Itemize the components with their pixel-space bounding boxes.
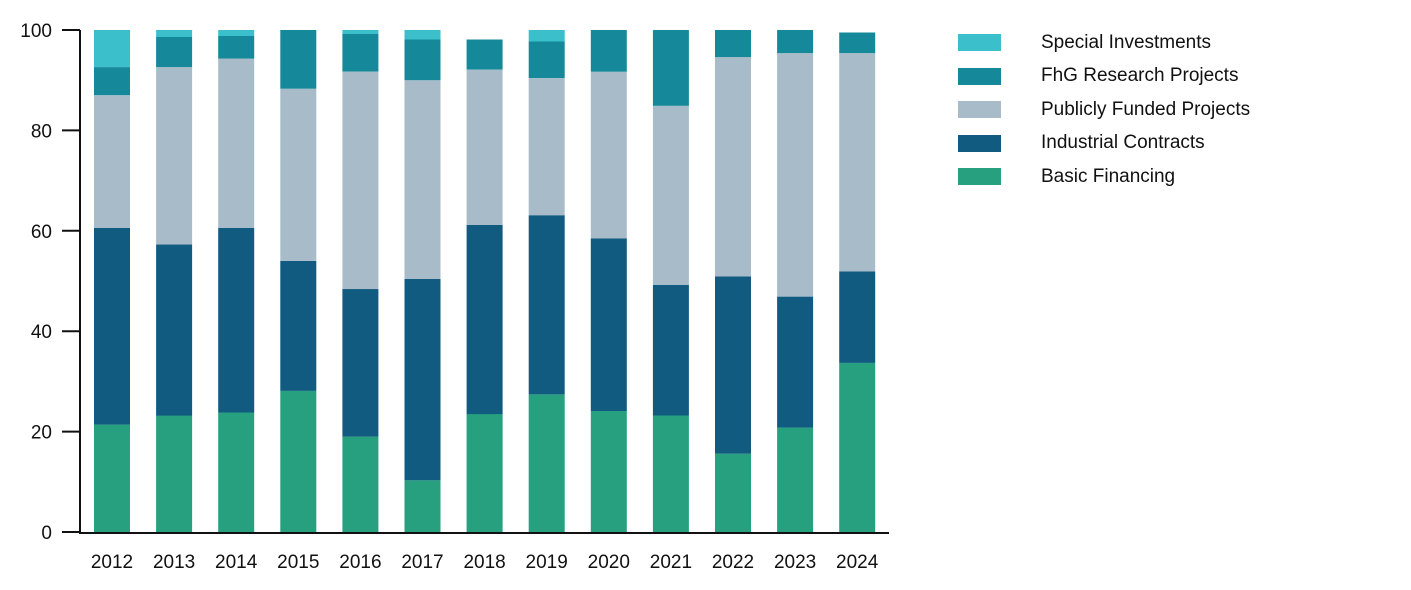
- bar-segment-2015-series-3: [280, 30, 317, 89]
- bar-segment-2017-series-1: [404, 279, 441, 481]
- bar-segment-2014-series-4: [218, 30, 255, 36]
- bar-segment-2021-series-3: [652, 30, 689, 106]
- bar-segment-2013-series-1: [156, 244, 193, 416]
- bar-segment-2014-series-2: [218, 58, 255, 228]
- bar-segment-2015-series-2: [280, 88, 317, 261]
- y-tick-label: 0: [41, 523, 52, 544]
- legend-swatch: [958, 34, 1001, 52]
- bar-segment-2021-series-0: [652, 415, 689, 532]
- legend-swatch: [958, 67, 1001, 85]
- legend-item: Special Investments: [958, 26, 1250, 60]
- bar-segment-2019-series-2: [528, 78, 565, 216]
- legend-item: Publicly Funded Projects: [958, 93, 1250, 127]
- x-tick-label: 2016: [339, 552, 381, 573]
- x-tick-label: 2013: [153, 552, 195, 573]
- bar-segment-2024-series-0: [839, 362, 876, 532]
- bar-segment-2012-series-2: [94, 95, 130, 228]
- bar-segment-2012-series-4: [94, 30, 130, 68]
- bar-segment-2014-series-1: [218, 227, 255, 413]
- legend-item: Industrial Contracts: [958, 127, 1250, 161]
- bar-segment-2020-series-3: [590, 30, 627, 72]
- legend-label: Special Investments: [1041, 31, 1212, 53]
- bar-segment-2018-series-3: [466, 39, 503, 70]
- bar-segment-2016-series-0: [342, 436, 379, 532]
- y-tick-label: 40: [31, 322, 52, 343]
- y-tick-label: 60: [31, 222, 52, 243]
- x-tick-labels: 2012 2013 2014 2015 2016 2017 2018 2019 2020 2021…: [91, 552, 879, 573]
- bar-segment-2012-series-3: [94, 67, 130, 96]
- y-tick-labels: 0 20 40 60 80 100: [20, 21, 80, 544]
- bar-segment-2016-series-4: [342, 30, 379, 34]
- x-tick-label: 2012: [91, 552, 133, 573]
- bar-segment-2022-series-0: [715, 453, 751, 532]
- bar-segment-2019-series-0: [528, 394, 565, 532]
- bar-segment-2024-series-1: [839, 271, 876, 363]
- bar-segment-2019-series-3: [528, 41, 565, 79]
- x-tick-label: 2018: [463, 552, 505, 573]
- bar-segment-2014-series-0: [218, 412, 255, 532]
- bar-segment-2015-series-1: [280, 260, 317, 391]
- y-tick-label: 20: [31, 423, 52, 444]
- legend-label: Basic Financing: [1041, 165, 1176, 187]
- legend-item: FhG Research Projects: [958, 60, 1250, 94]
- x-tick-label: 2019: [526, 552, 568, 573]
- bar-segment-2013-series-4: [156, 30, 193, 37]
- bar-segment-2018-series-2: [466, 69, 503, 225]
- bar-segment-2023-series-1: [777, 296, 814, 428]
- bar-segment-2023-series-0: [777, 427, 814, 532]
- bar-segment-2016-series-1: [342, 289, 379, 437]
- bar-segment-2020-series-2: [590, 71, 627, 239]
- legend-swatch: [958, 168, 1001, 186]
- bar-segment-2023-series-2: [777, 53, 814, 297]
- bars-group: [94, 30, 876, 532]
- bar-segment-2024-series-2: [839, 53, 876, 272]
- x-tick-label: 2021: [650, 552, 692, 573]
- bar-segment-2012-series-0: [94, 424, 130, 532]
- bar-segment-2017-series-3: [404, 39, 441, 81]
- axes-group: [79, 30, 889, 534]
- bar-segment-2022-series-3: [715, 30, 751, 58]
- bar-segment-2022-series-2: [715, 57, 751, 277]
- legend-swatch: [958, 134, 1001, 152]
- x-tick-label: 2024: [836, 552, 879, 573]
- bar-segment-2018-series-1: [466, 224, 503, 415]
- bar-segment-2017-series-2: [404, 80, 441, 279]
- y-tick-label: 100: [20, 21, 52, 42]
- x-tick-label: 2023: [774, 552, 816, 573]
- x-tick-label: 2014: [215, 552, 258, 573]
- x-tick-label: 2017: [401, 552, 443, 573]
- bar-segment-2024-series-3: [839, 32, 876, 54]
- bar-segment-2012-series-1: [94, 227, 130, 425]
- y-tick-label: 80: [31, 121, 52, 142]
- bar-segment-2021-series-1: [652, 285, 689, 416]
- bar-segment-2021-series-2: [652, 105, 689, 285]
- bar-segment-2023-series-3: [777, 30, 814, 54]
- legend-label: Industrial Contracts: [1041, 132, 1205, 154]
- bar-segment-2019-series-1: [528, 215, 565, 395]
- x-tick-label: 2022: [712, 552, 754, 573]
- bar-segment-2013-series-3: [156, 37, 193, 68]
- bar-segment-2022-series-1: [715, 276, 751, 454]
- bar-segment-2019-series-4: [528, 30, 565, 42]
- legend: Special Investments FhG Research Projects…: [958, 26, 1250, 194]
- x-tick-label: 2020: [588, 552, 630, 573]
- bar-segment-2013-series-2: [156, 67, 193, 245]
- bar-segment-2020-series-1: [590, 238, 627, 411]
- bar-segment-2018-series-0: [466, 414, 503, 532]
- legend-label: FhG Research Projects: [1041, 65, 1239, 87]
- bar-segment-2016-series-2: [342, 71, 379, 290]
- bar-segment-2015-series-0: [280, 390, 317, 532]
- bar-segment-2017-series-4: [404, 30, 441, 40]
- bar-segment-2017-series-0: [404, 480, 441, 532]
- bar-segment-2014-series-3: [218, 36, 255, 59]
- legend-swatch: [958, 101, 1001, 119]
- legend-item: Basic Financing: [958, 160, 1250, 194]
- bar-segment-2016-series-3: [342, 34, 379, 72]
- legend-label: Publicly Funded Projects: [1041, 98, 1251, 120]
- x-tick-label: 2015: [277, 552, 319, 573]
- bar-segment-2020-series-0: [590, 411, 627, 532]
- bar-segment-2013-series-0: [156, 415, 193, 532]
